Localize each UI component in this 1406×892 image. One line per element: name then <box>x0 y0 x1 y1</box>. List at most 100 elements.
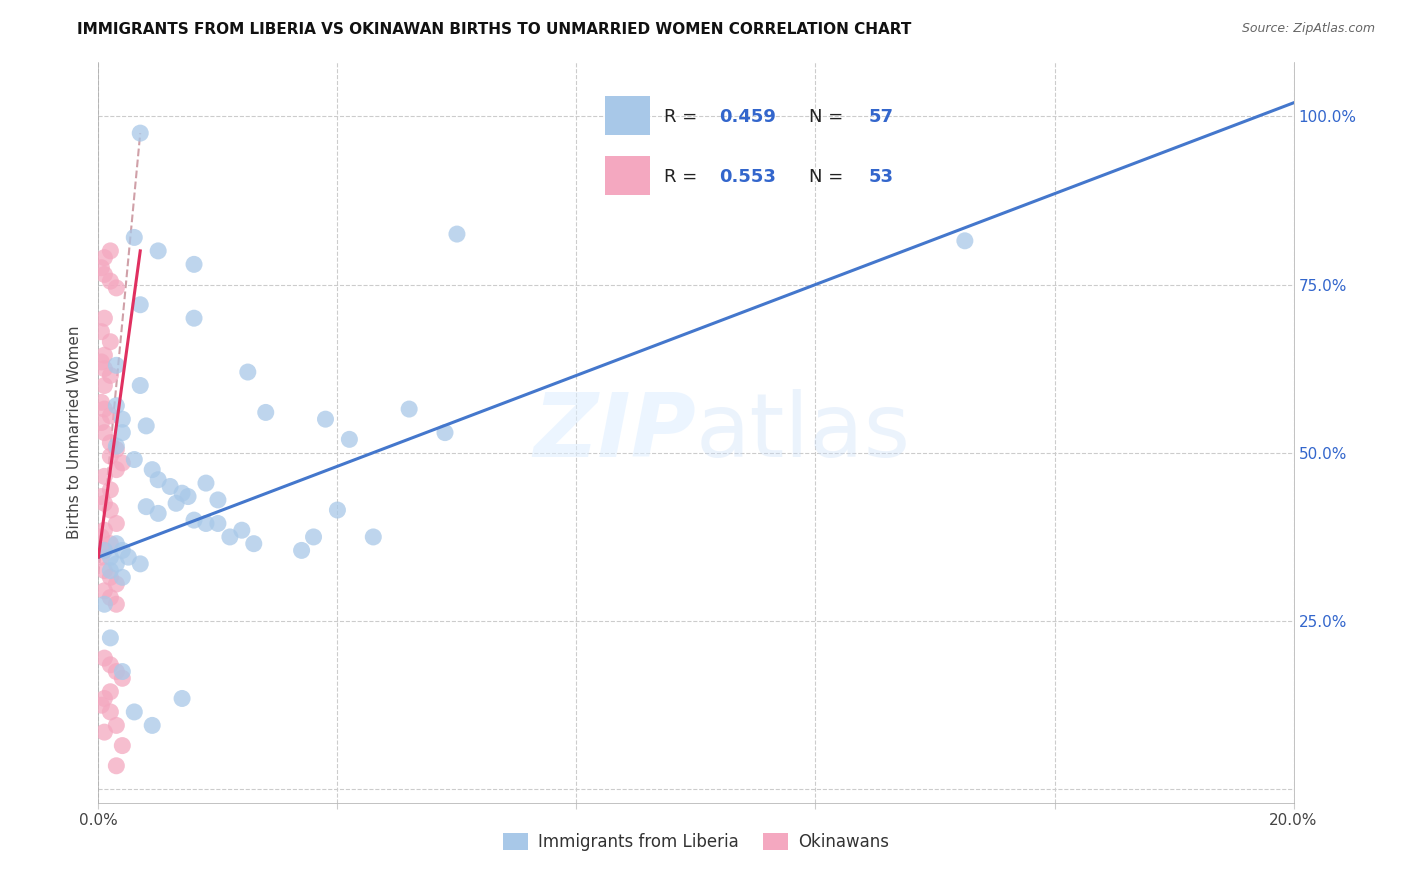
Point <box>93 425 115 440</box>
Point <box>326 503 349 517</box>
Text: IMMIGRANTS FROM LIBERIA VS OKINAWAN BIRTHS TO UNMARRIED WOMEN CORRELATION CHART: IMMIGRANTS FROM LIBERIA VS OKINAWAN BIRT… <box>77 22 911 37</box>
Point <box>98 483 122 497</box>
Point <box>111 543 134 558</box>
Point <box>98 570 122 584</box>
Point <box>93 523 115 537</box>
Point <box>90 550 112 565</box>
Point <box>254 405 277 419</box>
Point <box>93 543 115 558</box>
Point <box>129 557 152 571</box>
Point <box>111 412 134 426</box>
Point <box>90 325 112 339</box>
Point <box>90 490 112 504</box>
Legend: Immigrants from Liberia, Okinawans: Immigrants from Liberia, Okinawans <box>496 826 896 857</box>
Point <box>90 395 112 409</box>
Point <box>105 557 128 571</box>
Point <box>90 355 112 369</box>
Point <box>98 550 122 565</box>
Point <box>105 516 128 531</box>
Point <box>183 257 205 271</box>
Point <box>111 570 134 584</box>
Point <box>98 503 122 517</box>
Point <box>93 496 115 510</box>
Point <box>124 452 146 467</box>
Point <box>90 530 112 544</box>
Point <box>953 234 976 248</box>
Point <box>105 462 128 476</box>
Point <box>98 564 122 578</box>
Point <box>111 456 134 470</box>
Point <box>105 536 128 550</box>
Point <box>105 597 128 611</box>
Point <box>315 412 337 426</box>
Point <box>93 402 115 417</box>
Point <box>111 739 134 753</box>
Point <box>195 476 218 491</box>
Point <box>434 425 457 440</box>
Point <box>148 473 170 487</box>
Point <box>124 705 146 719</box>
Point <box>90 416 112 430</box>
Point <box>93 268 115 282</box>
Point <box>90 698 112 713</box>
Point <box>98 705 122 719</box>
Point <box>172 486 194 500</box>
Point <box>219 530 242 544</box>
Point <box>98 368 122 383</box>
Point <box>105 718 128 732</box>
Point <box>98 449 122 463</box>
Point <box>172 691 194 706</box>
Point <box>141 718 163 732</box>
Point <box>98 657 122 672</box>
Point <box>446 227 468 241</box>
Point <box>135 418 157 433</box>
Point <box>105 359 128 373</box>
Point <box>207 492 229 507</box>
Point <box>207 516 229 531</box>
Point <box>93 311 115 326</box>
Point <box>165 496 187 510</box>
Point <box>129 378 152 392</box>
Point <box>302 530 325 544</box>
Point <box>93 583 115 598</box>
Point <box>98 244 122 258</box>
Point <box>117 550 139 565</box>
Point <box>159 479 181 493</box>
Point <box>105 442 128 457</box>
Point <box>90 260 112 275</box>
Point <box>148 507 170 521</box>
Point <box>111 425 134 440</box>
Point <box>231 523 253 537</box>
Point <box>195 516 218 531</box>
Point <box>141 462 163 476</box>
Point <box>98 536 122 550</box>
Point <box>105 577 128 591</box>
Point <box>111 671 134 685</box>
Point <box>243 536 266 550</box>
Point <box>124 230 146 244</box>
Text: Source: ZipAtlas.com: Source: ZipAtlas.com <box>1241 22 1375 36</box>
Point <box>93 691 115 706</box>
Point <box>93 725 115 739</box>
Point <box>177 490 200 504</box>
Point <box>93 469 115 483</box>
Point <box>339 433 361 447</box>
Point <box>98 631 122 645</box>
Point <box>105 758 128 772</box>
Point <box>93 251 115 265</box>
Y-axis label: Births to Unmarried Women: Births to Unmarried Women <box>67 326 83 540</box>
Point <box>93 543 115 558</box>
Point <box>105 399 128 413</box>
Point <box>105 665 128 679</box>
Point <box>105 439 128 453</box>
Point <box>98 409 122 423</box>
Point <box>93 378 115 392</box>
Point <box>129 126 152 140</box>
Point <box>98 591 122 605</box>
Text: atlas: atlas <box>696 389 911 476</box>
Point <box>98 274 122 288</box>
Point <box>129 298 152 312</box>
Point <box>363 530 385 544</box>
Point <box>98 685 122 699</box>
Text: ZIP: ZIP <box>533 389 696 476</box>
